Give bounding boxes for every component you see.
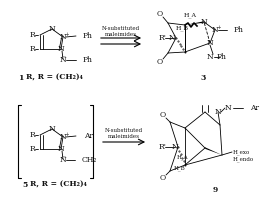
Text: H_endo: H_endo (233, 156, 254, 162)
Polygon shape (185, 21, 204, 25)
Polygon shape (205, 147, 222, 155)
Text: R: R (29, 131, 35, 139)
Text: H_B: H_B (174, 165, 186, 171)
Text: O: O (160, 174, 166, 182)
Text: R: R (29, 45, 35, 53)
Text: N: N (58, 145, 64, 153)
Text: +: + (217, 24, 221, 30)
Text: N: N (215, 108, 221, 116)
Text: +: + (65, 32, 69, 36)
Text: Ar: Ar (250, 104, 259, 112)
Text: 9: 9 (213, 186, 218, 194)
Text: N: N (49, 25, 55, 33)
Text: N: N (60, 33, 66, 41)
Text: N: N (207, 53, 213, 61)
Text: N-substituted: N-substituted (102, 25, 140, 31)
Text: H_exo: H_exo (233, 149, 250, 155)
Text: R': R' (159, 143, 167, 151)
Text: 5: 5 (22, 181, 27, 189)
Text: N̅: N̅ (60, 156, 66, 164)
Text: N: N (169, 34, 175, 42)
Text: N: N (207, 39, 213, 47)
Text: 1: 1 (18, 74, 23, 82)
Text: Ph: Ph (234, 26, 244, 34)
Text: H_A: H_A (184, 12, 196, 18)
Text: R': R' (159, 34, 167, 42)
Text: R: R (29, 31, 35, 39)
Text: O: O (160, 111, 166, 119)
Text: H_A: H_A (176, 154, 188, 160)
Text: H_B: H_B (175, 25, 189, 31)
Text: N̅: N̅ (60, 56, 66, 64)
Text: N-substituted: N-substituted (105, 127, 143, 133)
Text: R: R (29, 145, 35, 153)
Text: N: N (49, 125, 55, 133)
Text: R, R = (CH₂)₄: R, R = (CH₂)₄ (26, 74, 83, 82)
Text: N: N (212, 26, 218, 34)
Text: CH₂: CH₂ (82, 156, 97, 164)
Text: N: N (60, 133, 66, 141)
Text: Ph: Ph (83, 56, 93, 64)
Text: maleimides: maleimides (105, 32, 137, 36)
Text: Ph: Ph (217, 53, 227, 61)
Text: R, R = (CH₂)₄: R, R = (CH₂)₄ (30, 181, 87, 189)
Text: Ar: Ar (84, 132, 93, 140)
Text: Ph: Ph (83, 32, 93, 40)
Text: O: O (157, 10, 163, 18)
Text: N: N (201, 18, 207, 26)
Text: N: N (58, 45, 64, 53)
Text: 3: 3 (200, 74, 206, 82)
Text: N: N (172, 143, 178, 151)
Text: +: + (65, 132, 69, 137)
Text: O: O (157, 58, 163, 66)
Text: N: N (225, 104, 231, 112)
Text: maleimides: maleimides (108, 134, 140, 138)
